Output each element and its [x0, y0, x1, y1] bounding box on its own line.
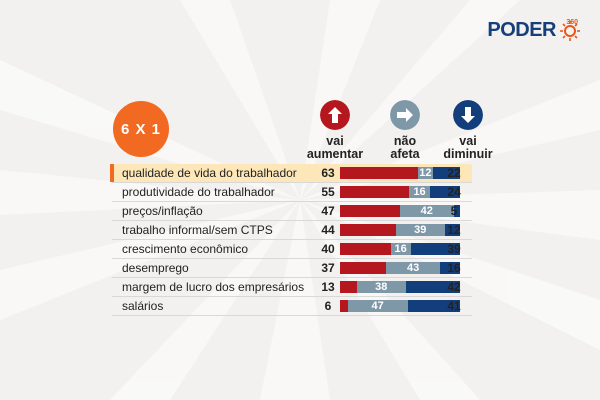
- stacked-bar: 47: [340, 300, 460, 312]
- chart-row: desemprego 37 43 16: [112, 259, 472, 278]
- bar-segment-nao-afeta: 16: [409, 186, 430, 198]
- value-aumentar: 37: [321, 261, 335, 275]
- value-aumentar: 6: [324, 299, 332, 313]
- bar-segment-aumentar: [340, 281, 357, 293]
- bar-segment-diminuir: [432, 167, 460, 179]
- poder360-logo: PODER: [487, 19, 581, 42]
- bar-segment-aumentar: [340, 243, 391, 255]
- bar-segment-diminuir: [405, 281, 460, 293]
- bar-segment-diminuir: [444, 224, 460, 236]
- bar-segment-diminuir: [410, 243, 460, 255]
- column-label-down-1: vai: [459, 134, 477, 148]
- bar-segment-nao-afeta: 16: [390, 243, 411, 255]
- stacked-bar: 16: [340, 186, 460, 198]
- category-label: desemprego: [122, 261, 189, 275]
- sun-logo-icon: [560, 20, 580, 41]
- bar-segment-diminuir: [440, 262, 460, 274]
- value-aumentar: 63: [321, 166, 335, 180]
- bar-segment-nao-afeta: 12: [417, 167, 433, 179]
- column-label-mid-2: afeta: [390, 147, 420, 161]
- value-aumentar: 47: [321, 204, 335, 218]
- bar-segment-nao-afeta: 43: [386, 262, 440, 274]
- logo-sub: 360: [566, 19, 578, 26]
- chart-row: salários 6 47 41: [112, 297, 472, 316]
- arrow-right-icon: [390, 100, 420, 130]
- category-label: trabalho informal/sem CTPS: [122, 223, 273, 237]
- bar-segment-diminuir: [453, 205, 460, 217]
- stacked-bar: 38: [340, 281, 460, 293]
- value-diminuir: 39: [447, 242, 461, 256]
- bar-segment-nao-afeta: 39: [395, 224, 445, 236]
- value-diminuir: 41: [447, 299, 461, 313]
- chart-row: preços/inflação 47 42 5: [112, 202, 472, 221]
- category-label: produtividade do trabalhador: [122, 185, 275, 199]
- arrow-up-icon: [320, 100, 350, 130]
- column-label-up-2: aumentar: [306, 147, 364, 161]
- value-aumentar: 40: [321, 242, 335, 256]
- bar-segment-aumentar: [340, 300, 348, 312]
- stacked-bar: 39: [340, 224, 460, 236]
- chart-row: crescimento econômico 40 16 39: [112, 240, 472, 259]
- column-label-down-2: diminuir: [443, 147, 493, 161]
- bar-segment-aumentar: [340, 262, 387, 274]
- badge-6x1: 6 X 1: [113, 101, 169, 157]
- category-label: crescimento econômico: [122, 242, 249, 256]
- bar-segment-aumentar: [340, 186, 410, 198]
- stacked-bar: 16: [340, 243, 460, 255]
- value-aumentar: 44: [321, 223, 335, 237]
- column-head-mid: não afeta: [373, 100, 437, 161]
- bar-segment-nao-afeta: 42: [400, 205, 454, 217]
- column-label-up-1: vai: [326, 134, 344, 148]
- value-aumentar: 55: [321, 185, 335, 199]
- bar-segment-aumentar: [340, 205, 400, 217]
- stacked-bar: 43: [340, 262, 460, 274]
- logo-word: PODER: [487, 19, 556, 41]
- bar-segment-aumentar: [340, 167, 418, 179]
- chart-row: margem de lucro dos empresários 13 38 42: [112, 278, 472, 297]
- chart-row: produtividade do trabalhador 55 16 24: [112, 183, 472, 202]
- chart-row: trabalho informal/sem CTPS 44 39 12: [112, 221, 472, 240]
- category-label: preços/inflação: [122, 204, 203, 218]
- value-diminuir: 22: [447, 166, 461, 180]
- column-label-mid-1: não: [393, 134, 417, 148]
- highlight-marker: [110, 164, 114, 182]
- chart-row: qualidade de vida do trabalhador 63 12 22: [110, 164, 472, 183]
- value-diminuir: 12: [447, 223, 461, 237]
- bar-segment-aumentar: [340, 224, 396, 236]
- column-head-down: vai diminuir: [436, 100, 500, 161]
- value-diminuir: 42: [447, 280, 461, 294]
- value-aumentar: 13: [321, 280, 335, 294]
- bar-segment-diminuir: [407, 300, 460, 312]
- value-diminuir: 16: [447, 261, 461, 275]
- bar-segment-nao-afeta: 38: [356, 281, 406, 293]
- value-diminuir: 5: [450, 204, 458, 218]
- bar-segment-nao-afeta: 47: [347, 300, 408, 312]
- arrow-down-icon: [453, 100, 483, 130]
- value-diminuir: 24: [447, 185, 461, 199]
- category-label: margem de lucro dos empresários: [122, 280, 305, 294]
- chart-rows: qualidade de vida do trabalhador 63 12 22 pr…: [110, 164, 472, 316]
- bar-segment-diminuir: [429, 186, 460, 198]
- stacked-bar: 42: [340, 205, 460, 217]
- column-head-up: vai aumentar: [303, 100, 367, 161]
- category-label: salários: [122, 299, 164, 313]
- stacked-bar: 12: [340, 167, 460, 179]
- category-label: qualidade de vida do trabalhador: [122, 166, 297, 180]
